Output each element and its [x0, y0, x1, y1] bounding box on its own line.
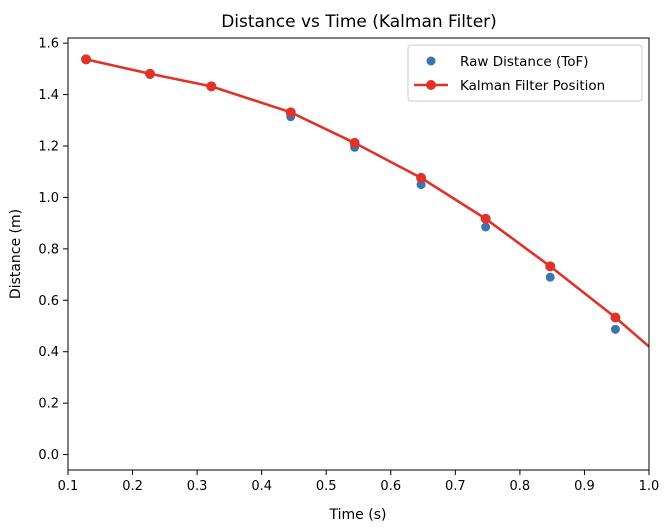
legend-box: [407, 44, 643, 102]
x-tick-label: 0.3: [187, 479, 208, 494]
legend-label-raw-distance: Raw Distance (ToF): [460, 54, 589, 70]
x-axis-ticks: 0.1 0.2 0.3 0.4 0.5 0.6 0.7 0.8 0.9 1.0: [58, 470, 660, 494]
y-tick-label: 0.0: [38, 448, 59, 463]
plot-frame: [67, 37, 650, 471]
x-tick-label: 0.6: [380, 479, 401, 494]
kalman-filter-point: [545, 261, 556, 272]
x-axis-label: Time (s): [329, 507, 387, 523]
y-axis-label: Distance (m): [8, 209, 24, 299]
y-tick-label: 1.4: [38, 88, 59, 103]
kalman-filter-point: [480, 213, 491, 224]
kalman-filter-point: [81, 54, 92, 65]
raw-distance-point: [545, 272, 555, 282]
kalman-filter-point: [610, 312, 621, 323]
legend-marker-raw-distance: [426, 56, 436, 66]
y-tick-label: 0.6: [38, 294, 59, 309]
y-axis-ticks: 0.0 0.2 0.4 0.6 0.8 1.0 1.2 1.4 1.6: [38, 37, 68, 463]
x-tick-label: 0.1: [58, 479, 79, 494]
legend-label-kalman: Kalman Filter Position: [460, 78, 605, 94]
x-tick-label: 0.4: [251, 479, 272, 494]
raw-distance-point: [610, 324, 620, 334]
x-tick-label: 0.8: [510, 479, 531, 494]
legend-marker-kalman: [426, 80, 436, 90]
y-tick-label: 0.8: [38, 242, 59, 257]
kalman-filter-point: [206, 81, 217, 92]
kalman-filter-point: [416, 172, 427, 183]
data-series: [81, 54, 649, 348]
x-tick-label: 0.9: [574, 479, 595, 494]
y-tick-label: 1.6: [38, 37, 59, 52]
y-tick-label: 0.2: [38, 397, 59, 412]
x-tick-label: 0.5: [316, 479, 337, 494]
y-tick-label: 1.0: [38, 191, 59, 206]
x-tick-label: 1.0: [639, 479, 660, 494]
kalman-filter-point: [144, 68, 155, 79]
x-tick-label: 0.7: [445, 479, 466, 494]
raw-distance-point: [481, 222, 491, 232]
y-tick-label: 1.2: [38, 140, 59, 155]
kalman-filter-line: [85, 58, 649, 348]
x-tick-label: 0.2: [122, 479, 143, 494]
kalman-filter-point: [349, 137, 360, 148]
chart-title: Distance vs Time (Kalman Filter): [221, 12, 497, 32]
y-tick-label: 0.4: [38, 345, 59, 360]
kalman-filter-point: [285, 107, 296, 118]
legend: Raw Distance (ToF) Kalman Filter Positio…: [407, 44, 643, 102]
